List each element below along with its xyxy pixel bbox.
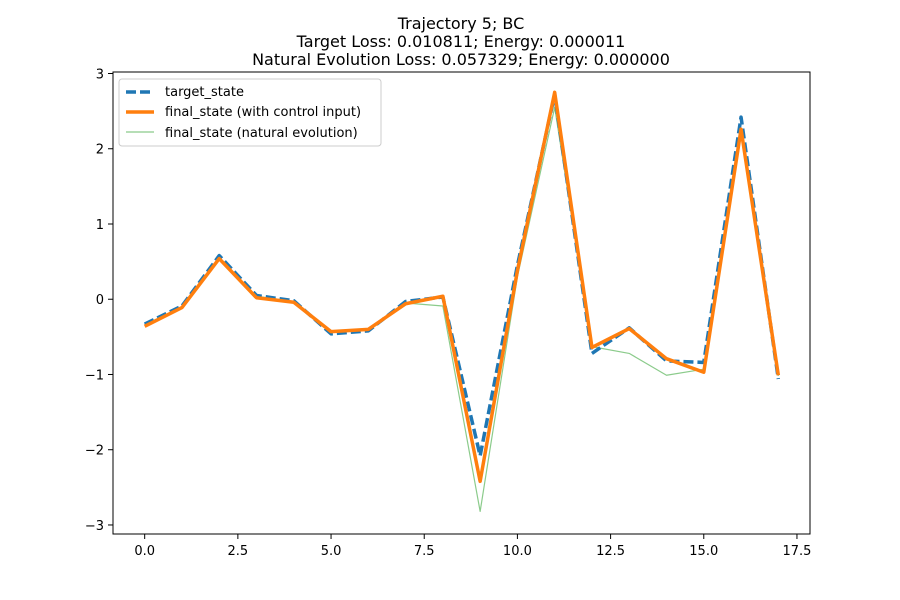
x-tick-label: 7.5 bbox=[414, 544, 435, 559]
legend-label-target-state: target_state bbox=[165, 85, 244, 100]
chart-title: Trajectory 5; BC Target Loss: 0.010811; … bbox=[252, 14, 670, 69]
title-line-2: Target Loss: 0.010811; Energy: 0.000011 bbox=[296, 32, 626, 51]
y-tick-label: 1 bbox=[96, 218, 104, 233]
x-tick-label: 0.0 bbox=[134, 544, 155, 559]
title-line-1: Trajectory 5; BC bbox=[397, 14, 525, 33]
x-tick-label: 10.0 bbox=[503, 544, 532, 559]
legend-box bbox=[118, 78, 382, 147]
y-tick-label: 2 bbox=[96, 143, 104, 158]
axes bbox=[112, 71, 811, 535]
series-lines bbox=[143, 90, 781, 513]
x-tick-label: 2.5 bbox=[228, 544, 249, 559]
y-tick-label: −3 bbox=[85, 519, 104, 534]
plot-area bbox=[113, 72, 810, 534]
y-tick-label: 0 bbox=[96, 293, 104, 308]
x-tick-label: 17.5 bbox=[782, 544, 811, 559]
series-line-final-state-with-control-input bbox=[143, 90, 781, 484]
y-tick-label: −1 bbox=[85, 368, 104, 383]
legend-label-final-state-natural: final_state (natural evolution) bbox=[165, 126, 358, 141]
y-tick-label: 3 bbox=[96, 68, 104, 83]
plot-frame bbox=[112, 71, 811, 535]
y-axis-ticks: −3 −2 −1 0 1 2 3 bbox=[85, 68, 113, 534]
x-tick-label: 12.5 bbox=[596, 544, 625, 559]
plot-background bbox=[113, 72, 810, 534]
legend-label-final-state-control: final_state (with control input) bbox=[165, 105, 361, 120]
title-line-3: Natural Evolution Loss: 0.057329; Energy… bbox=[252, 50, 670, 69]
legend: target_state final_state (with control i… bbox=[118, 78, 382, 147]
x-tick-label: 15.0 bbox=[689, 544, 718, 559]
y-tick-label: −2 bbox=[85, 444, 104, 459]
x-tick-label: 5.0 bbox=[321, 544, 342, 559]
x-axis-ticks: 0.0 2.5 5.0 7.5 10.0 12.5 15.0 17.5 bbox=[134, 534, 811, 559]
